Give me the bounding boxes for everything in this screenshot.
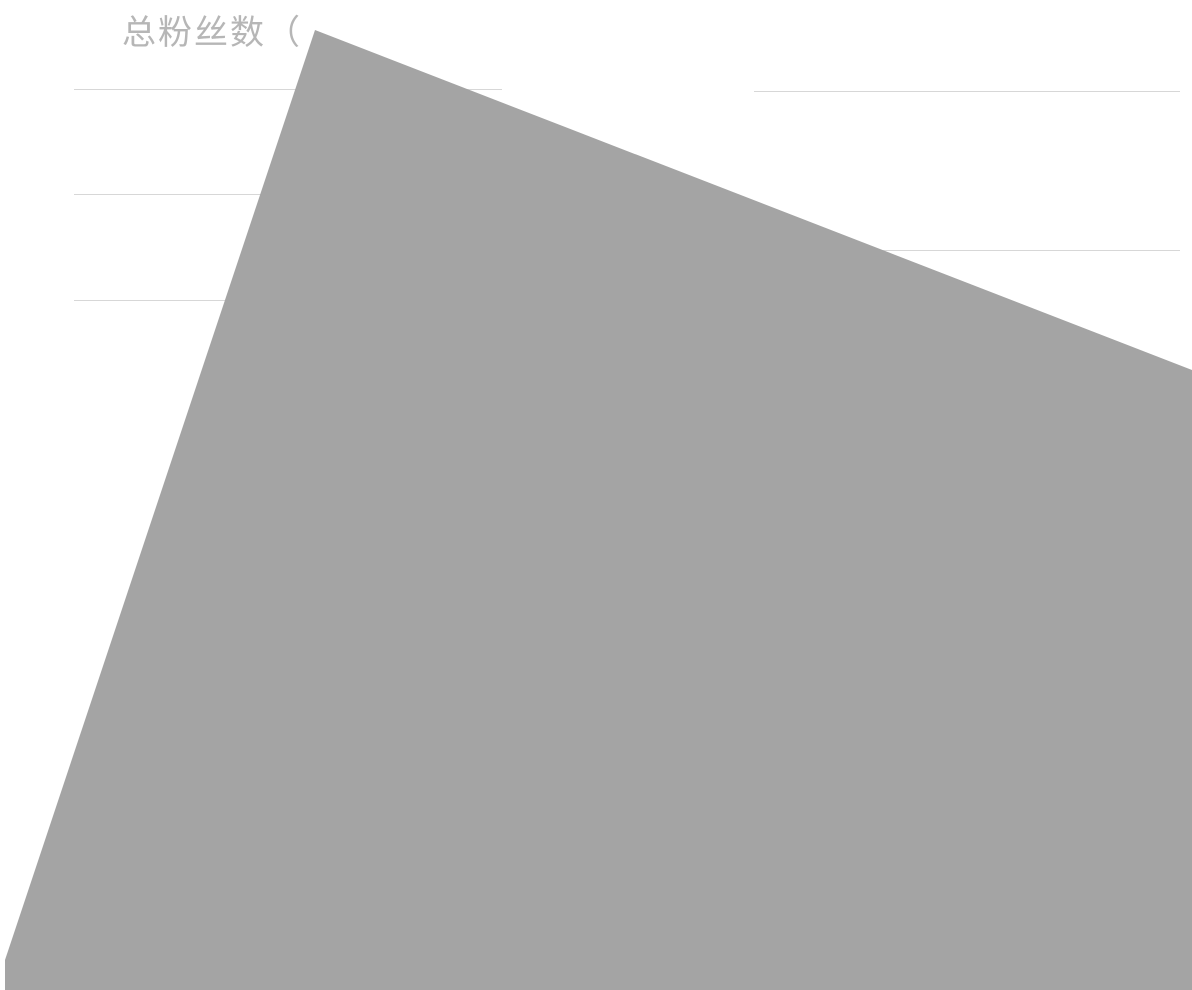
total-followers-title: 总粉丝数（ bbox=[122, 13, 302, 53]
divider-line bbox=[74, 89, 502, 90]
divider-line bbox=[754, 91, 1180, 92]
occluding-polygon bbox=[5, 30, 1192, 990]
divider-line bbox=[754, 250, 1180, 251]
